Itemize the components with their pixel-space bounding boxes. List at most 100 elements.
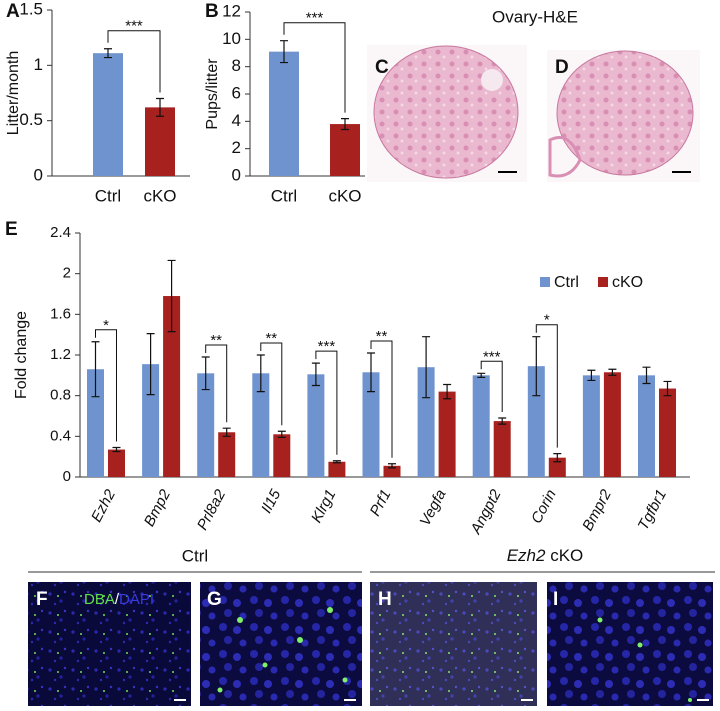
error-bar — [332, 460, 341, 464]
significance-label: ** — [265, 330, 277, 347]
y-tick-label: 0.8 — [50, 387, 71, 404]
y-axis-label: Fold change — [13, 311, 30, 399]
bar — [330, 124, 360, 176]
bar — [638, 375, 655, 477]
error-bar — [663, 380, 672, 397]
y-tick-label: 1 — [34, 55, 43, 74]
error-bar — [256, 354, 265, 393]
y-tick-label: 1.5 — [19, 0, 43, 18]
y-tick-label: 4 — [232, 111, 241, 130]
error-bar — [277, 430, 286, 438]
legend-swatch — [598, 277, 608, 287]
error-bar — [477, 372, 486, 378]
significance-bracket — [315, 350, 338, 455]
significance-label: *** — [318, 338, 336, 355]
bar — [273, 434, 291, 477]
bar — [163, 296, 181, 477]
image-g — [200, 582, 362, 706]
error-bar — [156, 97, 164, 117]
panel-label: I — [553, 589, 558, 610]
significance-bracket — [95, 329, 117, 442]
ovary-section — [556, 50, 694, 176]
significance-bracket — [107, 30, 161, 93]
x-tick-label: cKO — [328, 186, 361, 205]
significance-label: ** — [210, 332, 222, 349]
significance-label: ** — [376, 328, 388, 345]
error-bar — [443, 383, 452, 400]
bar — [93, 53, 123, 176]
x-tick-label: Bmp2 — [141, 486, 175, 529]
error-bar — [388, 463, 396, 469]
stain-dba: DBA — [84, 591, 115, 608]
panel-label: H — [378, 589, 392, 610]
bar — [548, 457, 566, 477]
bar — [252, 373, 270, 477]
image-h — [370, 582, 537, 706]
error-bar — [280, 40, 288, 64]
x-tick-label: Ezh2 — [88, 486, 119, 525]
bar — [218, 432, 236, 477]
x-tick-label: Ctrl — [95, 186, 121, 205]
error-bar — [367, 352, 375, 393]
y-tick-label: 2 — [63, 265, 71, 282]
y-tick-label: 12 — [222, 1, 241, 20]
stain-dapi: DAPI — [119, 591, 154, 608]
x-tick-label: Ctrl — [271, 186, 297, 205]
error-bar — [553, 453, 562, 463]
x-tick-label: Corin — [528, 487, 560, 527]
bar — [197, 373, 215, 477]
error-bar — [104, 48, 112, 59]
bar — [582, 375, 600, 477]
y-tick-label: 8 — [232, 56, 241, 75]
y-tick-label: 0.4 — [50, 427, 71, 444]
x-tick-label: Angpt2 — [467, 486, 505, 537]
x-tick-label: cKO — [143, 186, 176, 205]
image-f — [28, 582, 191, 706]
y-tick-label: 0 — [63, 468, 71, 485]
error-bar — [112, 446, 121, 453]
significance-label: * — [103, 317, 109, 334]
legend-swatch — [540, 277, 550, 287]
y-tick-label: 1.6 — [50, 305, 71, 322]
error-bar — [311, 362, 320, 387]
gene: Ezh2 — [507, 546, 546, 565]
error-bar — [167, 259, 176, 333]
dba-signal — [217, 607, 692, 702]
legend-label: Ctrl — [554, 274, 579, 291]
y-tick-label: 2.4 — [50, 224, 71, 241]
bar — [527, 366, 545, 477]
y-tick-label: 6 — [232, 83, 241, 102]
bar — [362, 372, 380, 477]
x-tick-label: Bmpr2 — [579, 486, 615, 534]
y-tick-label: 0 — [34, 165, 43, 184]
bar — [438, 391, 456, 477]
error-bar — [532, 336, 541, 397]
error-bar — [146, 333, 155, 396]
he-title: Ovary-H&E — [492, 7, 578, 26]
panel-label: B — [205, 1, 219, 22]
group-label: Ezh2 cKO — [507, 546, 584, 565]
error-bar — [341, 118, 349, 131]
error-bar — [642, 366, 651, 385]
significance-bracket — [205, 344, 228, 423]
tissue-edge — [548, 136, 582, 178]
error-bar — [422, 336, 431, 399]
x-tick-label: Il15 — [258, 486, 285, 516]
bar — [603, 372, 621, 477]
panel-label: D — [555, 57, 569, 78]
x-tick-label: Prf1 — [367, 487, 395, 519]
x-tick-label: Klrg1 — [308, 487, 339, 526]
bar — [269, 51, 299, 177]
group: cKO — [550, 546, 583, 565]
x-tick-label: Prl8a2 — [194, 486, 230, 533]
bar — [145, 107, 175, 176]
significance-bracket — [283, 22, 346, 113]
panel-label: F — [36, 589, 48, 610]
y-axis-label: Litter/month — [5, 51, 22, 135]
error-bar — [608, 368, 617, 376]
significance-bracket — [260, 342, 283, 426]
bar — [383, 465, 401, 477]
significance-label: *** — [306, 10, 324, 27]
bar — [142, 364, 160, 477]
